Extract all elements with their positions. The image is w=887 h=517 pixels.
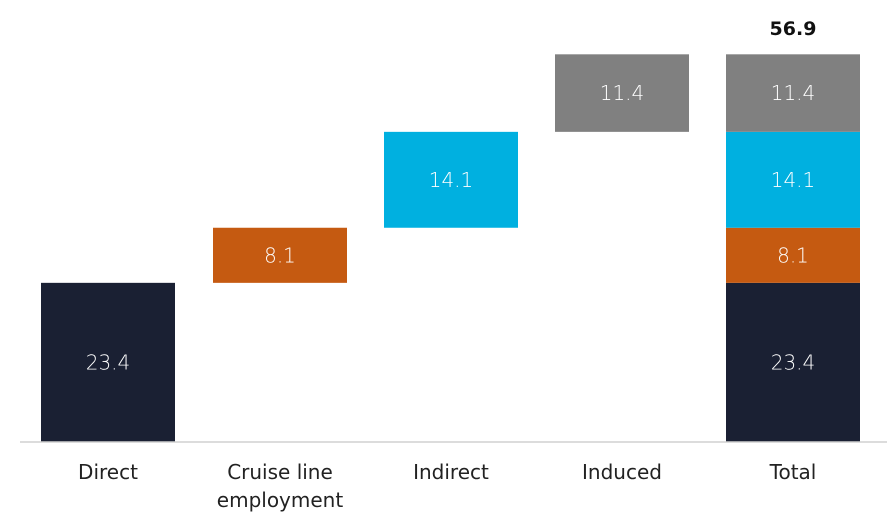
bar-value-label-induced: 11.4	[600, 81, 645, 105]
category-labels: Direct Cruise line employment Indirect Induc…	[78, 460, 816, 512]
total-segment-induced	[726, 54, 860, 132]
total-segment-label-induced: 11.4	[771, 81, 816, 105]
bar-value-label-cruise-line-employment: 8.1	[264, 243, 296, 267]
category-label-cruise-line-employment-line-2: employment	[217, 488, 344, 512]
bar-value-label-direct: 23.4	[86, 350, 131, 374]
total-segment-indirect	[726, 131, 860, 228]
bar-induced	[555, 54, 689, 132]
bars-layer	[41, 54, 860, 442]
total-segment-cruise-line-employment	[726, 227, 860, 283]
category-label-cruise-line-employment-line-1: Cruise line	[227, 460, 333, 484]
bar-value-label-indirect: 14.1	[429, 168, 474, 192]
total-segment-label-direct: 23.4	[771, 350, 816, 374]
total-value-label: 56.9	[770, 18, 817, 40]
total-segment-label-cruise-line-employment: 8.1	[777, 243, 809, 267]
bar-indirect	[384, 131, 518, 228]
bar-direct	[41, 282, 175, 442]
labels-layer: 23.4 8.1 14.1 11.4 23.4 8.1 14.1 11.4 56.9	[86, 18, 817, 374]
category-label-direct: Direct	[78, 460, 138, 484]
category-label-induced: Induced	[582, 460, 662, 484]
bar-cruise-line-employment	[213, 227, 347, 283]
category-label-total: Total	[769, 460, 817, 484]
category-label-indirect: Indirect	[413, 460, 489, 484]
total-segment-label-indirect: 14.1	[771, 168, 816, 192]
total-segment-direct	[726, 282, 860, 442]
